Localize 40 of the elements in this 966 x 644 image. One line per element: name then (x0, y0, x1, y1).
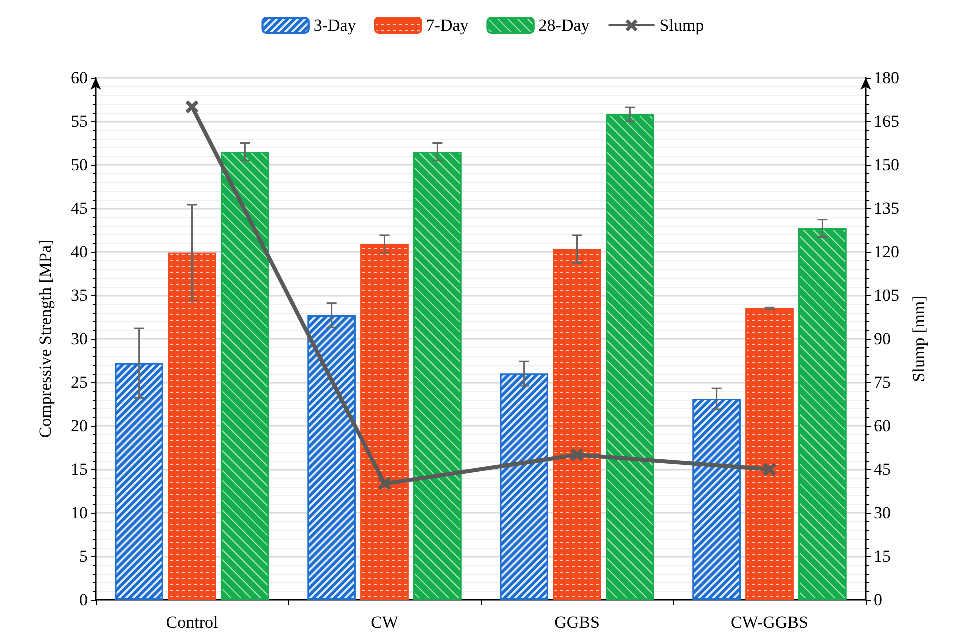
y2-tick-label: 60 (874, 416, 891, 436)
y2-tick-label: 120 (874, 242, 900, 262)
y-tick-label: 25 (71, 373, 88, 392)
legend-label: 3-Day (314, 16, 357, 35)
legend-label: Slump (660, 16, 704, 35)
legend-label: 7-Day (426, 16, 470, 35)
y2-tick-label: 90 (874, 330, 891, 348)
x-tick-label: GGBS (554, 613, 600, 632)
y2-tick-label: 165 (874, 112, 900, 131)
y2-tick-label: 75 (874, 373, 891, 392)
y2-tick-label: 0 (874, 590, 882, 610)
y-tick-label: 55 (71, 112, 88, 131)
y-tick-label: 20 (71, 416, 88, 436)
y-tick-label: 10 (71, 504, 88, 522)
y-tick-label: 60 (71, 68, 88, 88)
y-tick-label: 45 (71, 199, 88, 218)
point (763, 463, 776, 476)
y-tick-label: 50 (71, 156, 88, 174)
legend-label: 28-Day (538, 16, 590, 35)
x-tick-label: CW (371, 613, 400, 632)
y2-tick-label: 135 (874, 199, 900, 218)
y-tick-label: 30 (71, 330, 88, 348)
y-tick-label: 0 (80, 590, 88, 610)
y2-tick-label: 150 (874, 156, 900, 174)
y-tick-label: 40 (71, 242, 88, 262)
y-axis-title: Compressive Strength [MPa] (36, 240, 55, 438)
y2-tick-label: 45 (874, 460, 891, 479)
x-tick-label: Control (166, 613, 218, 632)
y-tick-label: 35 (71, 286, 88, 305)
y2-tick-label: 180 (874, 68, 900, 88)
x-tick-label: CW-GGBS (731, 613, 808, 632)
y2-tick-label: 30 (874, 504, 891, 522)
point (570, 448, 584, 462)
y-tick-label: 5 (80, 547, 88, 566)
y2-tick-label: 105 (874, 286, 900, 305)
point (186, 100, 199, 114)
point (378, 478, 392, 490)
y2-axis-title: Slump [mm] (909, 296, 928, 382)
y2-tick-label: 15 (874, 547, 891, 566)
y-tick-label: 15 (71, 460, 88, 479)
